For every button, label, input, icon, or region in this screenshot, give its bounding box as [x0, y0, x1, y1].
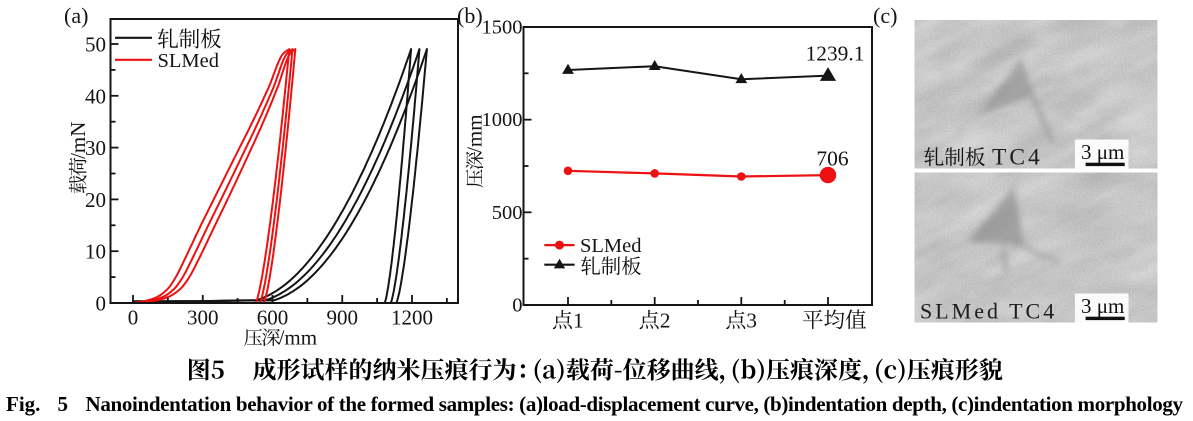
svg-text:/mm: /mm [279, 326, 318, 350]
svg-text:(c): (c) [873, 3, 897, 28]
svg-text:2: 2 [660, 309, 671, 333]
svg-text:SLMed: SLMed [580, 235, 642, 257]
svg-text:10: 10 [85, 240, 106, 264]
svg-text:1239.1: 1239.1 [806, 42, 865, 66]
svg-text:3 μm: 3 μm [1081, 294, 1124, 318]
svg-text:/mN: /mN [66, 122, 90, 159]
svg-text:SLMed: SLMed [158, 50, 220, 72]
svg-text:500: 500 [492, 202, 523, 224]
svg-text:1200: 1200 [391, 305, 433, 329]
svg-text:3: 3 [746, 309, 757, 333]
svg-text:3 μm: 3 μm [1081, 140, 1124, 164]
svg-text:50: 50 [85, 33, 106, 57]
svg-text:1: 1 [573, 309, 584, 333]
svg-text:(b): (b) [457, 3, 483, 28]
svg-text:706: 706 [816, 147, 849, 171]
svg-text:600: 600 [257, 305, 289, 329]
svg-text:1000: 1000 [482, 109, 523, 131]
svg-text:/mm: /mm [463, 114, 487, 153]
svg-text:30: 30 [85, 136, 106, 160]
svg-text:0: 0 [128, 305, 139, 329]
svg-text:900: 900 [326, 305, 358, 329]
svg-text:Fig.: Fig. [6, 392, 40, 416]
svg-text:300: 300 [187, 305, 219, 329]
svg-text:1500: 1500 [482, 17, 523, 39]
svg-text:40: 40 [85, 84, 106, 108]
svg-text:20: 20 [85, 188, 106, 212]
svg-text:TC4: TC4 [992, 145, 1043, 171]
svg-text:0: 0 [512, 295, 522, 317]
svg-text:SLMed TC4: SLMed TC4 [920, 299, 1057, 324]
svg-text:Nanoindentation behavior of th: Nanoindentation behavior of the formed s… [86, 392, 1184, 416]
svg-text:(a): (a) [64, 3, 88, 28]
svg-text:5: 5 [58, 392, 69, 416]
svg-text:0: 0 [96, 292, 107, 316]
